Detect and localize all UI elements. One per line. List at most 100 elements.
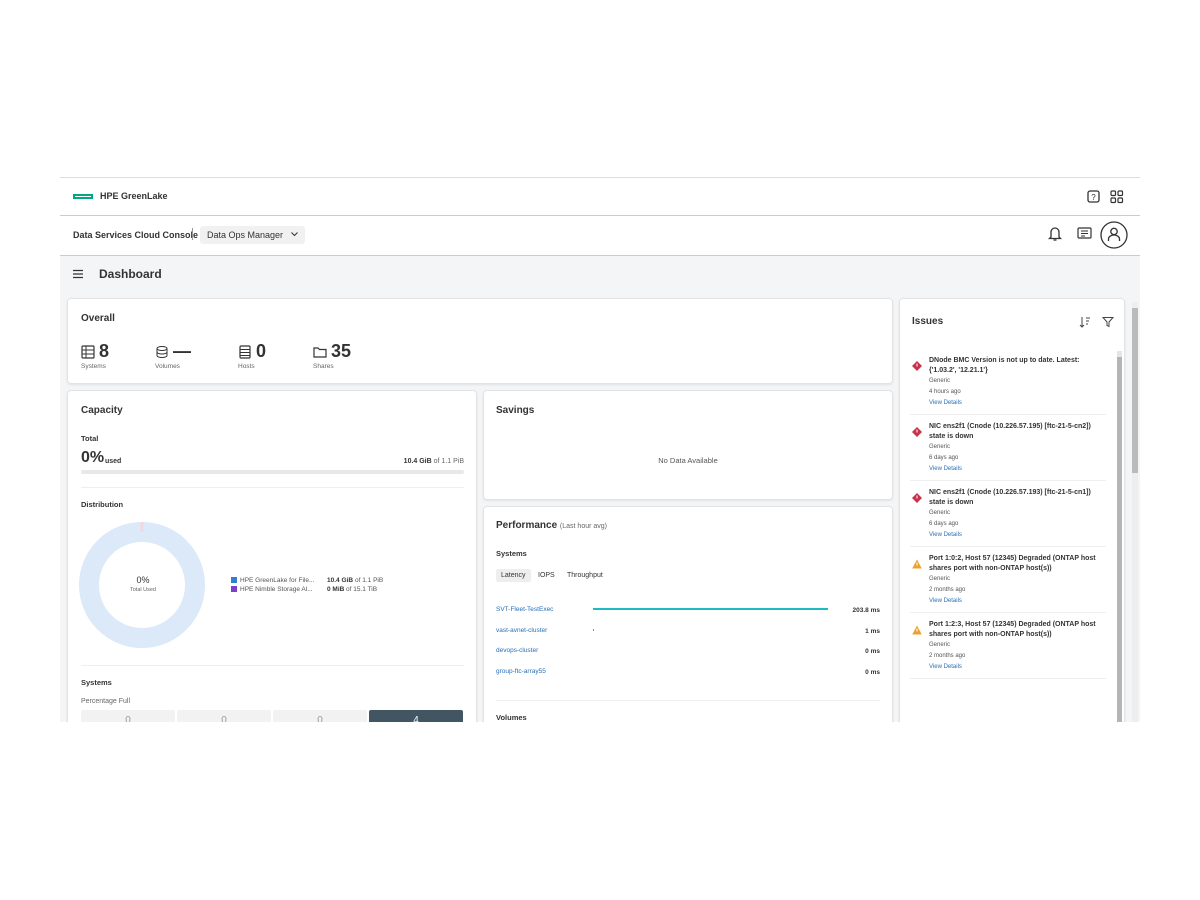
savings-card: Savings No Data Available bbox=[483, 390, 893, 500]
latency-label: 1 ms bbox=[865, 628, 880, 635]
top-bar: HPE GreenLake ? bbox=[60, 177, 1140, 216]
issue-title: Port 1:0:2, Host 57 (12345) Degraded (ON… bbox=[929, 554, 1104, 573]
stat-label: Shares bbox=[313, 363, 334, 370]
issue-title: NIC ens2f1 (Cnode (10.226.57.193) [ftc-2… bbox=[929, 488, 1104, 507]
stat-label: Systems bbox=[81, 363, 106, 370]
apps-icon[interactable] bbox=[1110, 190, 1124, 204]
bucket-count: 0 bbox=[81, 715, 175, 722]
legend-swatch bbox=[231, 586, 237, 592]
issue-time: 6 days ago bbox=[929, 521, 958, 527]
bucket: 0 bbox=[273, 710, 367, 722]
content: Dashboard Overall 8Systems—Volumes0Hosts… bbox=[60, 256, 1140, 722]
card-title: Performance (Last hour avg) bbox=[496, 520, 607, 531]
issue-category: Generic bbox=[929, 642, 950, 648]
divider bbox=[910, 546, 1106, 547]
scrollbar bbox=[1117, 351, 1122, 722]
issue-time: 2 months ago bbox=[929, 653, 965, 659]
system-link[interactable]: vast-avnet-cluster bbox=[496, 627, 547, 634]
donut bbox=[79, 522, 205, 648]
issue-category: Generic bbox=[929, 444, 950, 450]
of-total: of 1.1 PiB bbox=[434, 458, 464, 465]
volumes-label: Volumes bbox=[496, 713, 527, 722]
issue-time: 6 days ago bbox=[929, 455, 958, 461]
stat-value: 35 bbox=[331, 341, 351, 362]
page-title: Dashboard bbox=[99, 267, 162, 281]
stat-value: — bbox=[173, 341, 191, 362]
system-link[interactable]: devops-cluster bbox=[496, 647, 538, 654]
svg-text:?: ? bbox=[1091, 193, 1096, 202]
legend-name: HPE GreenLake for File... bbox=[240, 577, 314, 584]
severity-icon bbox=[912, 556, 922, 574]
stat-icon bbox=[238, 345, 252, 364]
view-details-link[interactable]: View Details bbox=[929, 400, 962, 406]
latency-label: 203.8 ms bbox=[853, 607, 880, 614]
app-selector[interactable]: Data Ops Manager bbox=[200, 226, 305, 244]
latency-label: 0 ms bbox=[865, 648, 880, 655]
stat-icon bbox=[155, 345, 169, 364]
donut-label: Total Used bbox=[113, 587, 173, 593]
view-details-link[interactable]: View Details bbox=[929, 598, 962, 604]
stat-label: Volumes bbox=[155, 363, 180, 370]
severity-icon bbox=[912, 424, 922, 442]
card-title: Savings bbox=[496, 405, 534, 416]
stat-icon bbox=[81, 345, 95, 364]
system-link[interactable]: group-ftc-array55 bbox=[496, 668, 546, 675]
app-name: Data Ops Manager bbox=[207, 230, 283, 240]
app: HPE GreenLake ? Data Services Cloud Cons… bbox=[60, 177, 1140, 722]
news-icon[interactable] bbox=[1077, 227, 1092, 240]
severity-icon bbox=[912, 622, 922, 640]
stat-label: Hosts bbox=[238, 363, 255, 370]
systems-label: Systems bbox=[81, 678, 112, 687]
card-title: Capacity bbox=[81, 405, 123, 416]
brand: HPE GreenLake bbox=[100, 191, 168, 201]
logo bbox=[73, 194, 93, 199]
tab[interactable]: Latency bbox=[496, 569, 531, 582]
distribution-label: Distribution bbox=[81, 500, 123, 509]
issues-card: Issues DNode BMC Version is not up to da… bbox=[899, 298, 1125, 722]
issue-category: Generic bbox=[929, 576, 950, 582]
filter-icon[interactable] bbox=[1102, 316, 1114, 328]
menu-icon[interactable] bbox=[72, 269, 84, 279]
issue-title: Port 1:2:3, Host 57 (12345) Degraded (ON… bbox=[929, 620, 1104, 639]
latency-bar bbox=[593, 629, 594, 631]
view-details-link[interactable]: View Details bbox=[929, 532, 962, 538]
bell-icon[interactable] bbox=[1048, 226, 1062, 242]
divider bbox=[910, 612, 1106, 613]
donut-value: 0% bbox=[118, 575, 168, 585]
severity-icon bbox=[912, 490, 922, 508]
system-link[interactable]: SVT-Fleet-TestExec bbox=[496, 606, 553, 613]
view-details-link[interactable]: View Details bbox=[929, 466, 962, 472]
stat-icon bbox=[313, 345, 327, 364]
issue-time: 4 hours ago bbox=[929, 389, 961, 395]
legend-of-total: of 15.1 TiB bbox=[346, 586, 377, 593]
legend-amount: 0 MiB bbox=[327, 586, 344, 593]
issue-title: DNode BMC Version is not up to date. Lat… bbox=[929, 356, 1104, 375]
user-icon[interactable] bbox=[1100, 221, 1128, 249]
tab[interactable]: Throughput bbox=[562, 569, 608, 582]
console-name: Data Services Cloud Console bbox=[73, 230, 198, 240]
severity-icon bbox=[912, 358, 922, 376]
capacity-card: Capacity Total 0% used 10.4 GiB of 1.1 P… bbox=[67, 390, 477, 722]
issue-title: NIC ens2f1 (Cnode (10.226.57.195) [ftc-2… bbox=[929, 422, 1104, 441]
tab[interactable]: IOPS bbox=[533, 569, 560, 582]
page-scrollbar bbox=[1132, 302, 1138, 722]
bucket-count: 4 bbox=[369, 715, 463, 722]
sort-icon[interactable] bbox=[1079, 316, 1091, 328]
stat-value: 0 bbox=[256, 341, 266, 362]
view-details-link[interactable]: View Details bbox=[929, 664, 962, 670]
bucket: 0 bbox=[177, 710, 271, 722]
divider bbox=[910, 678, 1106, 679]
help-icon[interactable]: ? bbox=[1087, 190, 1101, 204]
issue-category: Generic bbox=[929, 378, 950, 384]
chevron bbox=[291, 232, 298, 237]
card-title: Overall bbox=[81, 313, 115, 324]
bucket-count: 0 bbox=[273, 715, 367, 722]
divider bbox=[81, 665, 464, 666]
overall-card: Overall 8Systems —Volumes 0Hosts 35Shares bbox=[67, 298, 893, 384]
stat-value: 8 bbox=[99, 341, 109, 362]
systems-label: Systems bbox=[496, 549, 527, 558]
legend-of-total: of 1.1 PiB bbox=[355, 577, 383, 584]
total-label: Total bbox=[81, 434, 98, 443]
divider bbox=[496, 700, 880, 701]
